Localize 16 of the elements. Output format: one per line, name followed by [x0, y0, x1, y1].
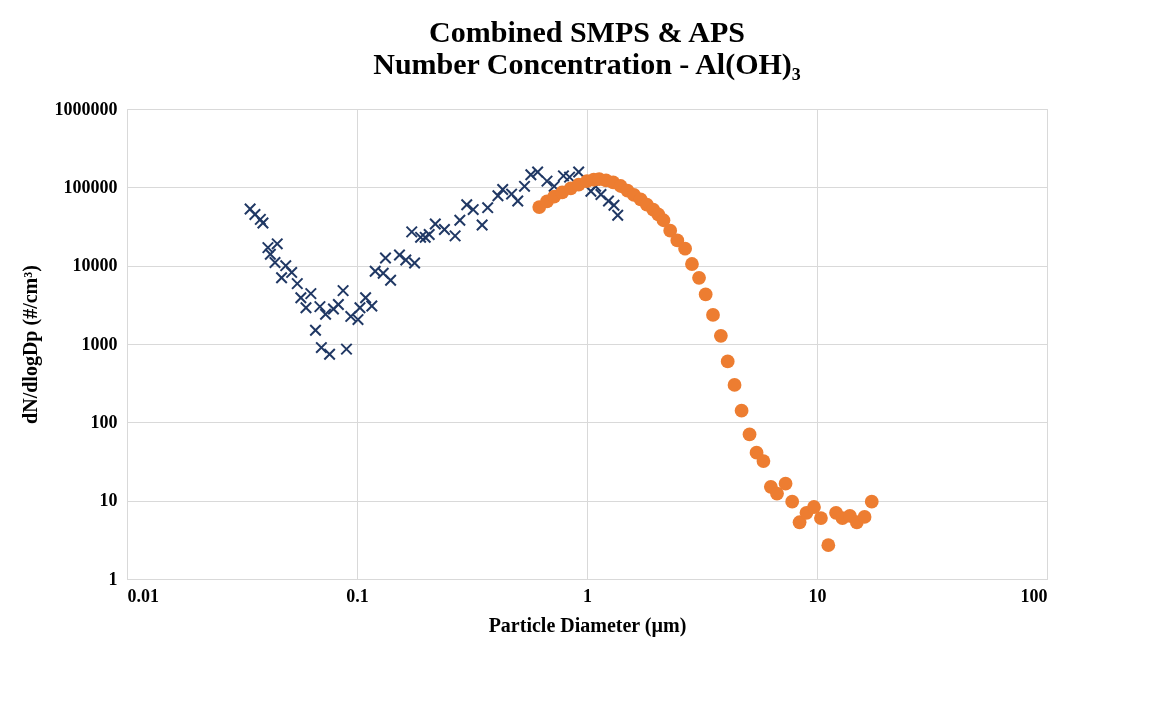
y-tick-label: 1000 — [81, 333, 118, 354]
y-tick-label: 1 — [108, 568, 118, 589]
text: Combined SMPS & APS — [429, 15, 745, 48]
text: Number Concentration - Al(OH)₃ — [373, 47, 801, 80]
y-tick-label: 100 — [90, 411, 118, 432]
x-tick-label: 0.01 — [127, 585, 159, 606]
y-axis-title: dN/dlogDp (#/cm³) — [18, 265, 42, 424]
x-tick-label: 100 — [1020, 585, 1048, 606]
y-tick-label: 100000 — [63, 176, 118, 197]
y-tick-label: 10000 — [72, 255, 118, 276]
y-tick-label: 1000000 — [54, 98, 118, 119]
x-axis-title: Particle Diameter (µm) — [488, 613, 687, 637]
y-tick-label: 10 — [99, 490, 118, 511]
x-tick-label: 0.1 — [346, 585, 369, 606]
x-tick-label: 10 — [808, 585, 827, 606]
x-tick-label: 1 — [583, 585, 592, 606]
